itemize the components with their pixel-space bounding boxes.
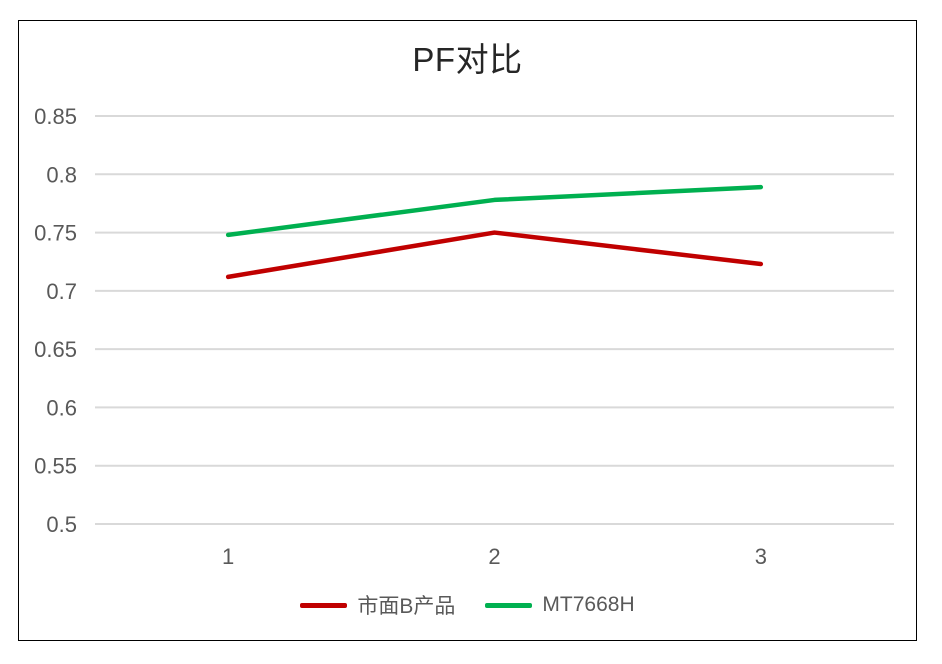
- y-axis-tick-label: 0.6: [46, 395, 77, 420]
- x-axis-tick-label: 1: [222, 544, 234, 569]
- legend-label: MT7668H: [542, 593, 635, 616]
- series-line-市面B产品: [225, 230, 764, 280]
- chart-border-frame: [18, 20, 917, 641]
- legend-line-swatch: [300, 602, 348, 608]
- y-axis-tick-label: 0.8: [46, 162, 77, 187]
- y-axis-tick-label: 0.75: [34, 221, 77, 246]
- y-axis-tick-label: 0.5: [46, 512, 77, 537]
- y-axis-tick-label: 0.85: [34, 104, 77, 129]
- legend: 市面B产品 MT7668H: [18, 590, 917, 620]
- series-line-MT7668H: [225, 184, 764, 238]
- y-axis-tick-label: 0.7: [46, 279, 77, 304]
- y-axis-tick-label: 0.65: [34, 337, 77, 362]
- y-axis-tick-label: 0.55: [34, 454, 77, 479]
- legend-label: 市面B产品: [357, 595, 456, 618]
- legend-item-MT7668H: MT7668H: [485, 593, 635, 617]
- x-axis-tick-label: 2: [488, 544, 500, 569]
- x-axis-tick-label: 3: [755, 544, 767, 569]
- chart-title: PF对比: [412, 41, 523, 78]
- legend-line-swatch: [485, 602, 533, 608]
- legend-item-市面B产品: 市面B产品: [300, 590, 455, 620]
